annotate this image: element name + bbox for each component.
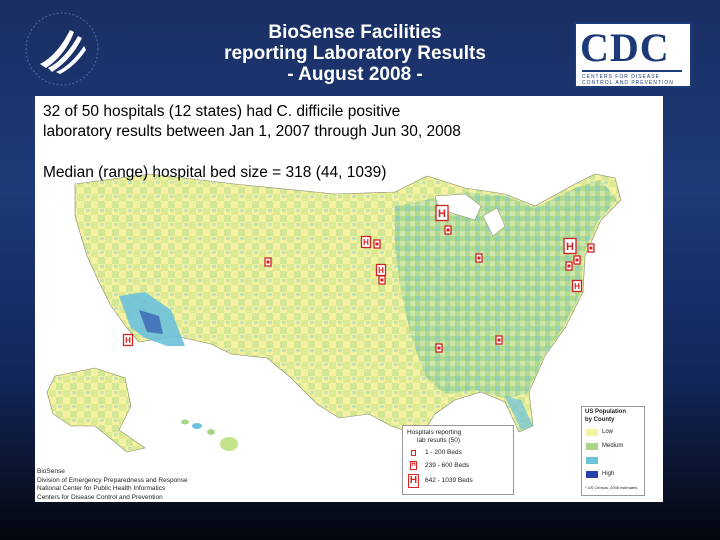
hospital-marker-icon bbox=[378, 275, 386, 285]
hospital-marker-icon bbox=[373, 239, 381, 249]
credit-line: National Center for Public Health Inform… bbox=[37, 485, 166, 492]
medium-hospital-marker-icon: H bbox=[410, 461, 417, 470]
legend-subtitle: lab results (50) bbox=[417, 437, 460, 444]
svg-text:H: H bbox=[574, 282, 580, 291]
cdc-logo-letters: CDC bbox=[580, 25, 670, 70]
map-credit: BioSense Division of Emergency Preparedn… bbox=[37, 468, 188, 502]
medium-high-swatch bbox=[586, 457, 598, 464]
hospital-marker-icon bbox=[495, 335, 503, 345]
median-bed-size-text: Median (range) hospital bed size = 318 (… bbox=[43, 164, 387, 181]
hospital-marker-icon bbox=[565, 261, 573, 271]
hospital-marker-icon: H bbox=[563, 237, 577, 255]
legend-row-label: Medium bbox=[602, 443, 624, 449]
hospital-marker-icon bbox=[264, 257, 272, 267]
legend-row-label: Low bbox=[602, 429, 614, 435]
hospital-marker-icon bbox=[435, 343, 443, 353]
hospital-marker-icon bbox=[444, 225, 452, 235]
hospital-marker-icon bbox=[573, 255, 581, 265]
legend-source: * US Census, 2008 estimates bbox=[585, 485, 638, 490]
hhs-eagle-logo-icon bbox=[25, 12, 99, 86]
eastern-dense-region bbox=[395, 180, 617, 398]
headline-text: 32 of 50 hospitals (12 states) had C. di… bbox=[43, 102, 461, 142]
alaska-shape bbox=[46, 367, 146, 453]
legend-title: US Population bbox=[585, 409, 626, 415]
hospital-marker-icon: H bbox=[571, 279, 583, 293]
hospital-marker-icon: H bbox=[360, 235, 372, 249]
hospital-markers: H H H H H H bbox=[122, 204, 595, 353]
title-line-1: BioSense Facilities bbox=[268, 22, 442, 43]
headline-line-1: 32 of 50 hospitals (12 states) had C. di… bbox=[43, 103, 401, 120]
high-swatch bbox=[586, 471, 598, 478]
headline-line-2: laboratory results between Jan 1, 2007 t… bbox=[43, 123, 461, 140]
title-line-2: reporting Laboratory Results bbox=[224, 43, 486, 64]
svg-text:H: H bbox=[125, 336, 131, 345]
credit-line: Centers for Disease Control and Preventi… bbox=[37, 493, 163, 501]
legend-row-label: 239 - 600 Beds bbox=[425, 462, 470, 469]
population-legend: US Population by County Low Medium High … bbox=[581, 406, 645, 496]
slide-header: BioSense Facilities reporting Laboratory… bbox=[0, 0, 720, 96]
hospital-marker-icon bbox=[475, 253, 483, 263]
legend-row-label: High bbox=[602, 471, 615, 477]
svg-text:H: H bbox=[438, 208, 446, 220]
cdc-logo: CDC CENTERS FOR DISEASE CONTROL AND PREV… bbox=[574, 22, 692, 88]
hawaii-shape bbox=[181, 419, 238, 451]
slide-title: BioSense Facilities reporting Laboratory… bbox=[190, 22, 520, 85]
cdc-logo-rule bbox=[582, 70, 682, 72]
hospital-size-legend: Hospitals reporting lab results (50) 1 -… bbox=[402, 425, 514, 495]
svg-text:H: H bbox=[566, 241, 574, 253]
hospital-marker-icon bbox=[587, 243, 595, 253]
us-population-map: H H H H H H bbox=[46, 173, 622, 453]
legend-title: Hospitals reporting bbox=[407, 429, 462, 436]
hospital-marker-icon: H bbox=[435, 204, 449, 222]
legend-row-label: 642 - 1039 Beds bbox=[425, 477, 473, 484]
credit-line: Division of Emergency Preparedness and R… bbox=[37, 476, 188, 484]
low-swatch bbox=[586, 429, 598, 436]
cdc-logo-subtitle: CENTERS FOR DISEASE CONTROL AND PREVENTI… bbox=[582, 74, 674, 86]
small-hospital-marker-icon bbox=[411, 450, 416, 456]
hospital-marker-icon: H bbox=[375, 263, 387, 277]
svg-text:H: H bbox=[363, 238, 369, 247]
svg-text:H: H bbox=[378, 266, 384, 275]
credit-line: BioSense bbox=[37, 468, 65, 475]
hospital-marker-icon: H bbox=[122, 333, 134, 347]
medium-swatch bbox=[586, 443, 598, 450]
large-hospital-marker-icon: H bbox=[408, 474, 419, 488]
legend-row-label: 1 - 200 Beds bbox=[425, 449, 462, 456]
legend-subtitle: by County bbox=[585, 417, 615, 423]
title-line-3: - August 2008 - bbox=[287, 64, 423, 85]
